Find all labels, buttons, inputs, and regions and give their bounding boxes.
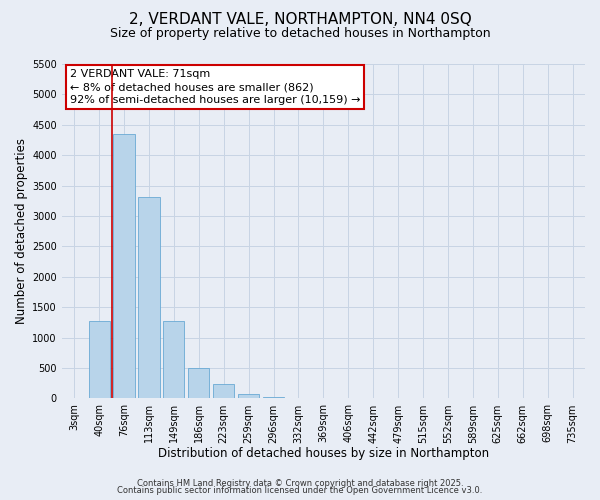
Bar [213,384,235,398]
Y-axis label: Number of detached properties: Number of detached properties [15,138,28,324]
Bar [163,320,184,398]
Text: 2, VERDANT VALE, NORTHAMPTON, NN4 0SQ: 2, VERDANT VALE, NORTHAMPTON, NN4 0SQ [128,12,472,28]
Text: 2 VERDANT VALE: 71sqm
← 8% of detached houses are smaller (862)
92% of semi-deta: 2 VERDANT VALE: 71sqm ← 8% of detached h… [70,69,360,106]
Text: Contains public sector information licensed under the Open Government Licence v3: Contains public sector information licen… [118,486,482,495]
X-axis label: Distribution of detached houses by size in Northampton: Distribution of detached houses by size … [158,447,489,460]
Bar [89,321,110,398]
Bar [113,134,134,398]
Bar [139,196,160,398]
Bar [188,368,209,398]
Bar [263,396,284,398]
Text: Contains HM Land Registry data © Crown copyright and database right 2025.: Contains HM Land Registry data © Crown c… [137,478,463,488]
Text: Size of property relative to detached houses in Northampton: Size of property relative to detached ho… [110,28,490,40]
Bar [238,394,259,398]
